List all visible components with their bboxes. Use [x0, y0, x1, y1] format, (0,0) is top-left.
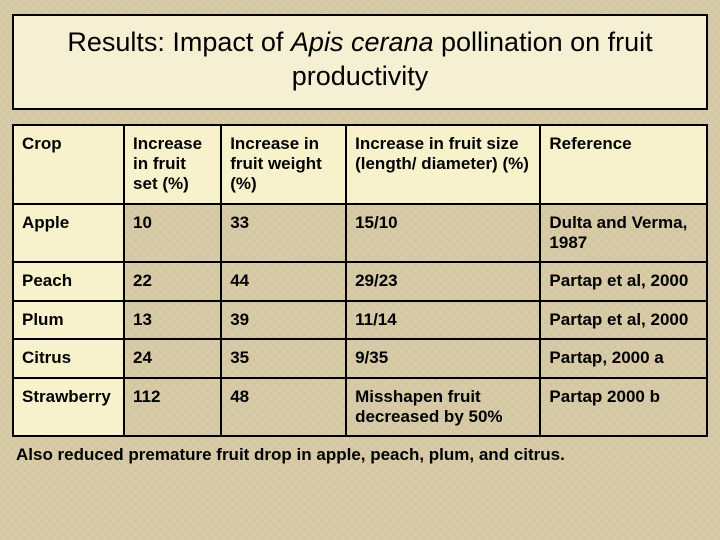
col-header-fruit-size: Increase in fruit size (length/ diameter… [346, 125, 540, 204]
cell-fruit-size: Misshapen fruit decreased by 50% [346, 378, 540, 437]
table-header-row: Crop Increase in fruit set (%) Increase … [13, 125, 707, 204]
cell-fruit-weight: 44 [221, 262, 346, 300]
col-header-reference: Reference [540, 125, 707, 204]
cell-fruit-weight: 48 [221, 378, 346, 437]
cell-fruit-set: 24 [124, 339, 221, 377]
cell-fruit-set: 13 [124, 301, 221, 339]
title-pre: Results: Impact of [67, 27, 291, 57]
cell-fruit-size: 9/35 [346, 339, 540, 377]
cell-reference: Partap, 2000 a [540, 339, 707, 377]
cell-fruit-size: 29/23 [346, 262, 540, 300]
cell-fruit-weight: 35 [221, 339, 346, 377]
cell-reference: Partap et al, 2000 [540, 262, 707, 300]
cell-fruit-size: 15/10 [346, 204, 540, 263]
slide-title-box: Results: Impact of Apis cerana pollinati… [12, 14, 708, 110]
cell-crop: Peach [13, 262, 124, 300]
table-row: Strawberry 112 48 Misshapen fruit decrea… [13, 378, 707, 437]
cell-reference: Partap et al, 2000 [540, 301, 707, 339]
cell-fruit-size: 11/14 [346, 301, 540, 339]
cell-fruit-set: 22 [124, 262, 221, 300]
cell-crop: Plum [13, 301, 124, 339]
cell-crop: Strawberry [13, 378, 124, 437]
col-header-crop: Crop [13, 125, 124, 204]
cell-crop: Citrus [13, 339, 124, 377]
slide-title: Results: Impact of Apis cerana pollinati… [32, 26, 688, 94]
footnote-text: Also reduced premature fruit drop in app… [12, 437, 708, 465]
cell-crop: Apple [13, 204, 124, 263]
results-table: Crop Increase in fruit set (%) Increase … [12, 124, 708, 438]
table-row: Citrus 24 35 9/35 Partap, 2000 a [13, 339, 707, 377]
col-header-fruit-weight: Increase in fruit weight (%) [221, 125, 346, 204]
cell-fruit-weight: 33 [221, 204, 346, 263]
table-row: Plum 13 39 11/14 Partap et al, 2000 [13, 301, 707, 339]
cell-fruit-set: 10 [124, 204, 221, 263]
cell-fruit-weight: 39 [221, 301, 346, 339]
title-italic: Apis cerana [291, 27, 434, 57]
cell-reference: Dulta and Verma, 1987 [540, 204, 707, 263]
table-row: Peach 22 44 29/23 Partap et al, 2000 [13, 262, 707, 300]
cell-reference: Partap 2000 b [540, 378, 707, 437]
table-row: Apple 10 33 15/10 Dulta and Verma, 1987 [13, 204, 707, 263]
cell-fruit-set: 112 [124, 378, 221, 437]
col-header-fruit-set: Increase in fruit set (%) [124, 125, 221, 204]
